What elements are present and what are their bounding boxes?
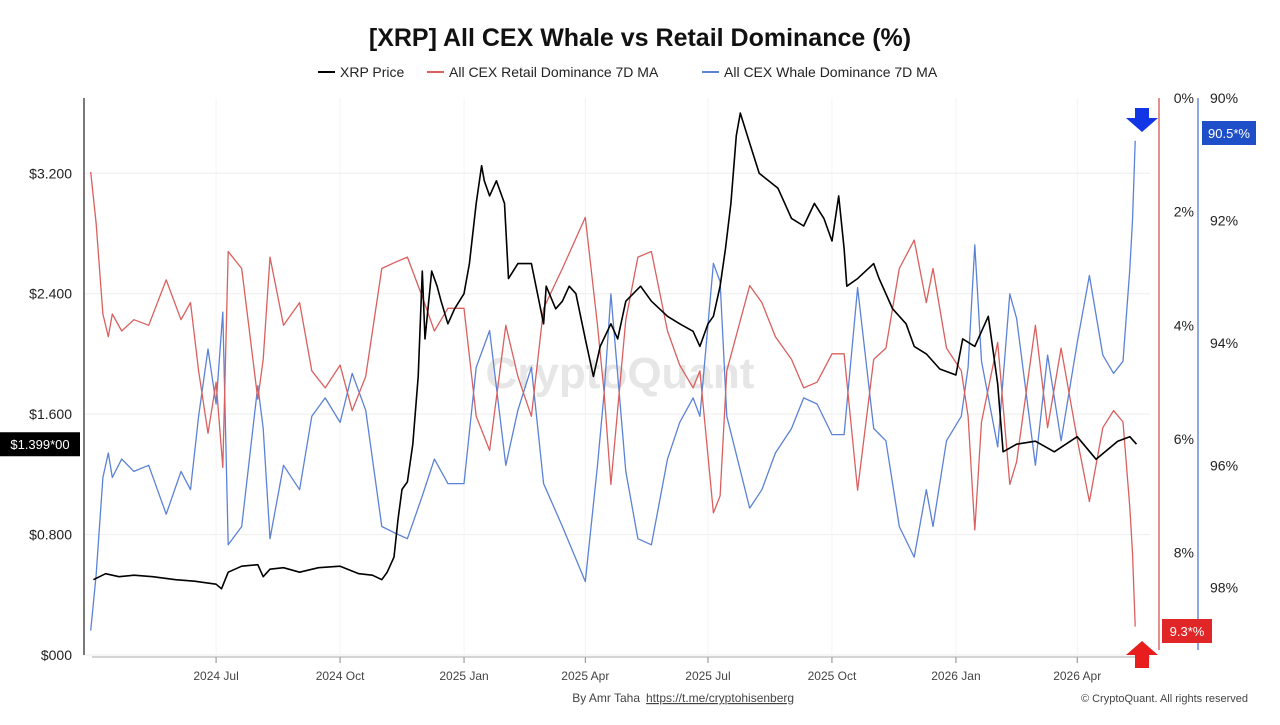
x-tick-label: 2025 Jul [685,669,730,683]
whale-tick-label: 96% [1210,457,1238,473]
whale-last-badge [1202,121,1256,145]
legend-label: XRP Price [340,64,405,80]
whale-last-label: 90.5*% [1208,126,1250,141]
price-line [93,112,1138,590]
x-tick-label: 2024 Jul [193,669,238,683]
whale-tick-label: 98% [1210,580,1238,596]
retail-last-label: 9.3*% [1170,624,1205,639]
current-price-label: $1.399*00 [10,437,69,452]
retail-tick-label: 4% [1174,317,1194,333]
x-tick-label: 2025 Jan [439,669,488,683]
retail-tick-label: 2% [1174,204,1194,220]
x-tick-label: 2025 Oct [808,669,857,683]
whale-tick-label: 94% [1210,335,1238,351]
series-layer [90,112,1138,631]
current-price-badge [0,432,80,457]
footer-link[interactable]: https://t.me/cryptohisenberg [646,691,794,705]
left-tick-label: $0.800 [29,527,72,543]
left-tick-label: $2.400 [29,286,72,302]
whale-tick-label: 90% [1210,90,1238,106]
legend-label: All CEX Whale Dominance 7D MA [724,64,938,80]
x-tick-label: 2024 Oct [316,669,365,683]
legend-label: All CEX Retail Dominance 7D MA [449,64,659,80]
whale-tick-label: 92% [1210,212,1238,228]
watermark: CryptoQuant [486,349,755,398]
retail-tick-label: 6% [1174,431,1194,447]
left-tick-label: $000 [41,647,72,663]
left-tick-label: $1.600 [29,406,72,422]
legend: XRP Price All CEX Retail Dominance 7D MA A… [318,64,938,80]
retail-last-badge [1162,619,1212,643]
retail-tick-label: 0% [1174,90,1194,106]
whale-dominance-line [90,140,1136,631]
retail-tick-label: 8% [1174,545,1194,561]
axes: $000 $0.800 $1.600 $2.400 $3.200 2024 Jul 2024… [29,90,1238,683]
arrow-down-icon [1126,108,1158,132]
left-tick-label: $3.200 [29,165,72,181]
x-tick-label: 2026 Jan [931,669,980,683]
footer-author: By Amr Taha [572,691,640,705]
x-tick-label: 2026 Apr [1053,669,1101,683]
retail-dominance-line [90,171,1136,627]
chart-title: [XRP] All CEX Whale vs Retail Dominance … [369,24,911,52]
value-badges: $1.399*00 90.5*% 9.3*% [0,108,1256,668]
arrow-up-icon [1126,641,1158,668]
footer-copyright: © CryptoQuant. All rights reserved [1081,693,1248,705]
x-tick-label: 2025 Apr [561,669,609,683]
